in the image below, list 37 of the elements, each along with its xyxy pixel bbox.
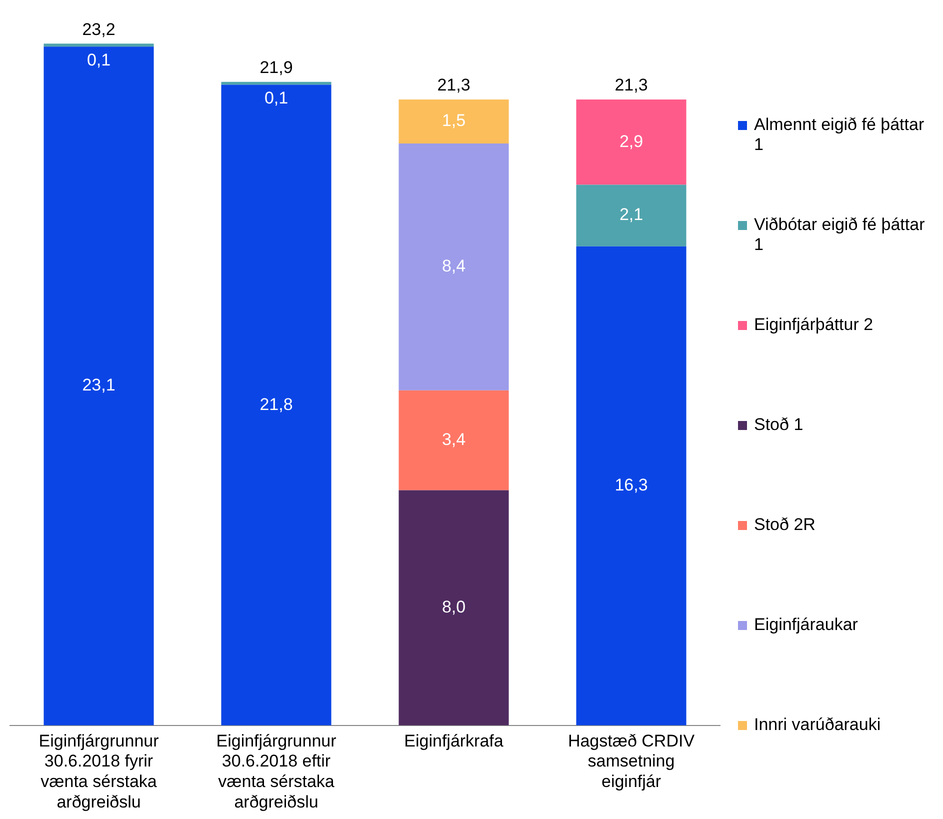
bar	[44, 46, 154, 726]
bar	[576, 246, 686, 726]
data-label: 2,9	[619, 132, 644, 151]
bar	[576, 184, 686, 246]
data-label: 8,0	[442, 598, 466, 617]
legend-label: Eiginfjárþáttur 2	[754, 315, 874, 335]
data-label: 0,1	[264, 88, 288, 108]
bar	[44, 44, 154, 47]
data-label: 23,1	[82, 376, 116, 395]
legend-label: Viðbótar eigið fé þáttar 1	[754, 215, 926, 255]
bar	[221, 84, 332, 726]
total-label: 23,2	[82, 20, 116, 39]
bar	[576, 99, 686, 185]
data-label: 1,5	[442, 111, 466, 130]
legend-label: Almennt eigið fé þáttar 1	[754, 115, 926, 155]
total-label: 21,3	[437, 76, 470, 95]
data-label: 2,1	[619, 205, 644, 224]
x-tick-label: Eiginfjárgrunnur 30.6.2018 eftir vænta sérstaka arðgreiðslu	[216, 731, 337, 812]
legend-label: Stoð 2R	[754, 515, 816, 535]
data-label: 0,1	[86, 50, 111, 70]
data-label: 8,4	[442, 256, 466, 276]
x-tick-label: Hagstæð CRDIV samsetning eiginfjár	[568, 731, 696, 792]
legend-label: Stoð 1	[754, 415, 804, 435]
total-label: 21,3	[614, 76, 648, 95]
bar	[398, 99, 509, 144]
x-tick-label: Eiginfjárkrafa	[404, 731, 504, 750]
data-label: 21,8	[260, 394, 293, 414]
bar	[398, 490, 509, 726]
bar	[398, 390, 509, 490]
bar	[398, 144, 509, 390]
bar	[221, 82, 332, 85]
data-label: 3,4	[442, 430, 466, 450]
data-label: 16,3	[614, 476, 648, 495]
x-tick-label: Eiginfjárgrunnur 30.6.2018 fyrir vænta sérstaka arðgreiðslu	[38, 731, 160, 812]
total-label: 21,9	[260, 58, 293, 78]
legend-label: Innri varúðarauki	[754, 715, 881, 735]
legend-label: Eiginfjáraukar	[754, 615, 858, 635]
